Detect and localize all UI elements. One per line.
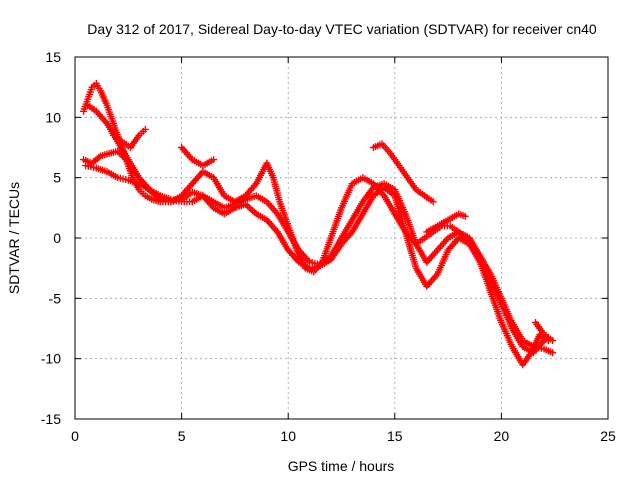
y-tick-label: 0 xyxy=(53,230,61,246)
series-track-g xyxy=(369,140,437,206)
y-tick-label: 10 xyxy=(45,109,61,125)
series-track-h xyxy=(423,210,469,236)
axis-ticks: 0 5 10 15 20 25 -15 -10 -5 0 5 10 15 xyxy=(41,49,616,444)
y-tick-label: 15 xyxy=(45,49,61,65)
x-tick-label: 15 xyxy=(387,428,403,444)
series-track-d xyxy=(84,101,154,194)
y-tick-label: -10 xyxy=(41,351,61,367)
x-tick-label: 10 xyxy=(280,428,296,444)
x-tick-label: 5 xyxy=(178,428,186,444)
data-point xyxy=(210,156,218,164)
x-tick-label: 25 xyxy=(600,428,616,444)
y-tick-label: -5 xyxy=(49,290,62,306)
data-point xyxy=(429,198,437,206)
x-tick-label: 0 xyxy=(71,428,79,444)
data-point xyxy=(540,337,548,345)
x-tick-label: 20 xyxy=(494,428,510,444)
series-track-a xyxy=(80,80,552,369)
data-point xyxy=(549,337,557,345)
data-points xyxy=(80,80,557,369)
chart-title: Day 312 of 2017, Sidereal Day-to-day VTE… xyxy=(87,21,597,37)
series-track-c xyxy=(82,162,557,357)
data-point xyxy=(146,186,154,194)
data-point xyxy=(549,349,557,357)
x-axis-label: GPS time / hours xyxy=(288,458,395,474)
y-tick-label: 5 xyxy=(53,170,61,186)
series-track-i xyxy=(532,318,557,345)
series-track-e xyxy=(109,125,149,151)
y-axis-label: SDTVAR / TECUs xyxy=(6,182,22,294)
data-point xyxy=(141,125,149,133)
series-track-f xyxy=(178,144,218,170)
y-tick-label: -15 xyxy=(41,411,61,427)
data-point xyxy=(461,212,469,220)
